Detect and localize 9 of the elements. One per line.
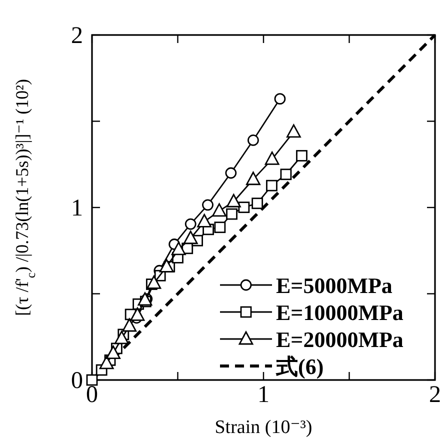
legend-label: 式(6) [275, 354, 324, 379]
y-tick-label: 1 [71, 196, 83, 222]
x-tick-label: 2 [429, 382, 440, 408]
x-axis-title: Strain (10⁻³) [214, 417, 312, 438]
legend-label: E=20000MPa [276, 327, 404, 352]
legend-label: E=5000MPa [276, 273, 392, 298]
x-tick-label: 1 [258, 382, 270, 408]
legend-label: E=10000MPa [276, 300, 404, 325]
y-tick-label: 2 [71, 23, 83, 49]
